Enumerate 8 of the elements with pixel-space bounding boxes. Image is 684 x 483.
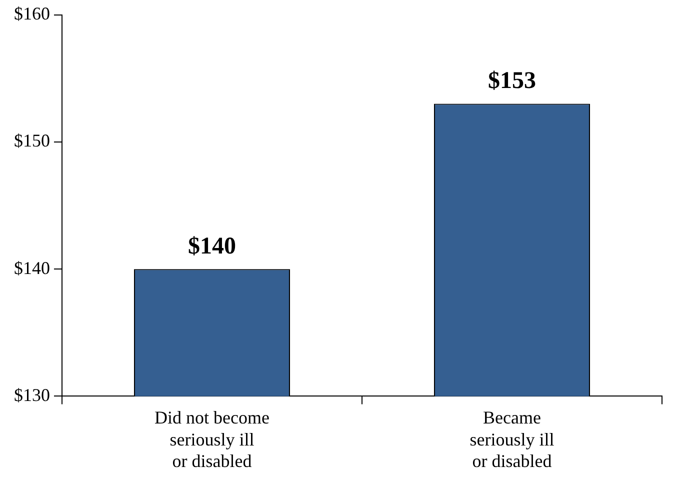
y-tick-label: $160 bbox=[14, 4, 50, 24]
y-tick-label: $150 bbox=[14, 130, 50, 151]
data-label: $153 bbox=[488, 68, 536, 94]
x-tick-label: Became seriously ill or disabled bbox=[470, 408, 554, 471]
y-tick-label: $130 bbox=[14, 384, 50, 405]
x-tick-label: Did not become seriously ill or disabled bbox=[154, 408, 270, 471]
y-tick-label: $140 bbox=[14, 258, 50, 278]
data-label: $140 bbox=[188, 233, 236, 260]
